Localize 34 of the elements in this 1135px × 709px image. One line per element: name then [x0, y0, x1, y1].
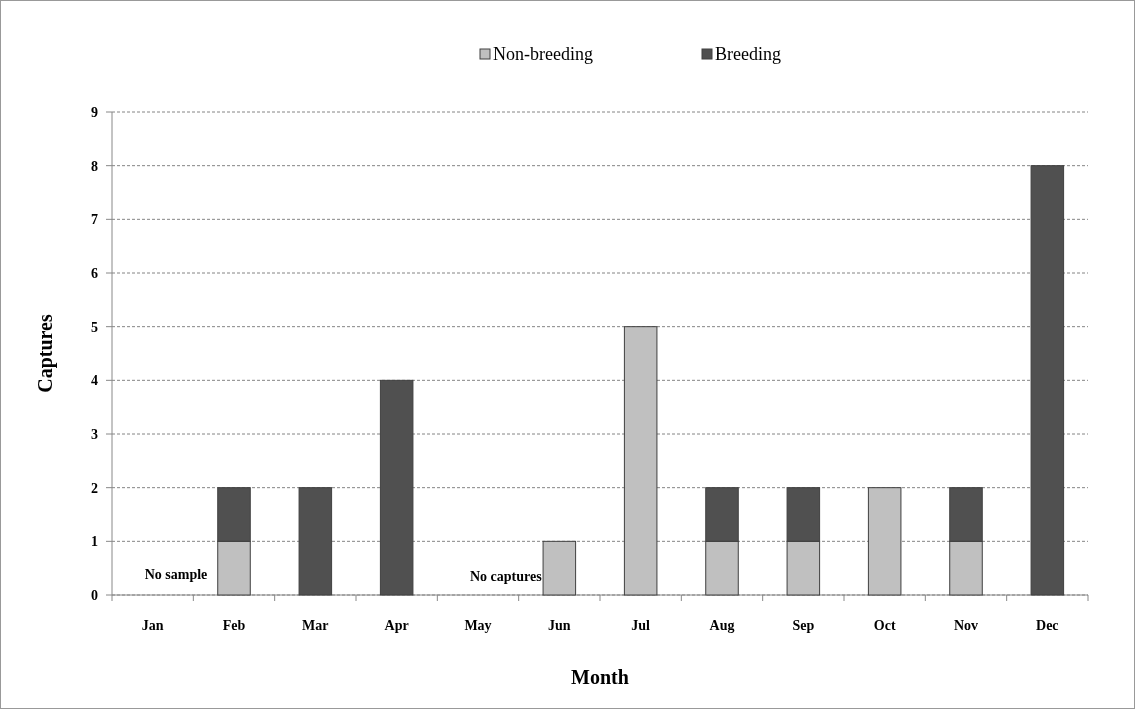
y-tick-label: 5	[91, 319, 98, 335]
bar	[1030, 165, 1065, 596]
annotation: No sample	[144, 566, 208, 582]
x-tick-label: May	[464, 618, 492, 633]
bar	[623, 326, 658, 596]
x-tick-label: Jan	[141, 618, 164, 633]
x-tick-label: Aug	[709, 618, 735, 633]
y-tick-label: 8	[91, 158, 98, 174]
annotation: No captures	[470, 569, 543, 585]
legend-label: Non-breeding	[493, 44, 593, 64]
y-tick-label: 3	[91, 427, 98, 442]
bar	[379, 379, 414, 596]
y-tick-label: 2	[91, 480, 98, 496]
bar	[867, 487, 902, 596]
x-axis-title: Month	[571, 666, 629, 688]
x-tick-label: Apr	[384, 618, 409, 633]
x-tick-label: Feb	[222, 618, 246, 633]
x-tick-label: Jul	[631, 618, 651, 633]
y-tick-label: 9	[91, 105, 98, 120]
x-tick-label: Oct	[873, 618, 896, 633]
y-axis-title: Captures	[34, 314, 57, 393]
y-tick-label: 7	[91, 212, 98, 228]
bar	[542, 540, 577, 596]
x-tick-label: Mar	[302, 618, 329, 633]
y-tick-label: 6	[91, 266, 98, 281]
y-tick-label: 1	[91, 534, 98, 550]
x-tick-label: Sep	[792, 618, 815, 633]
y-tick-label: 4	[91, 373, 98, 389]
x-tick-label: Jun	[548, 618, 571, 633]
bar	[298, 487, 333, 596]
x-tick-label: Dec	[1036, 618, 1059, 633]
y-tick-label: 0	[91, 588, 98, 603]
legend-label: Breeding	[715, 44, 781, 64]
x-tick-label: Nov	[953, 618, 979, 633]
